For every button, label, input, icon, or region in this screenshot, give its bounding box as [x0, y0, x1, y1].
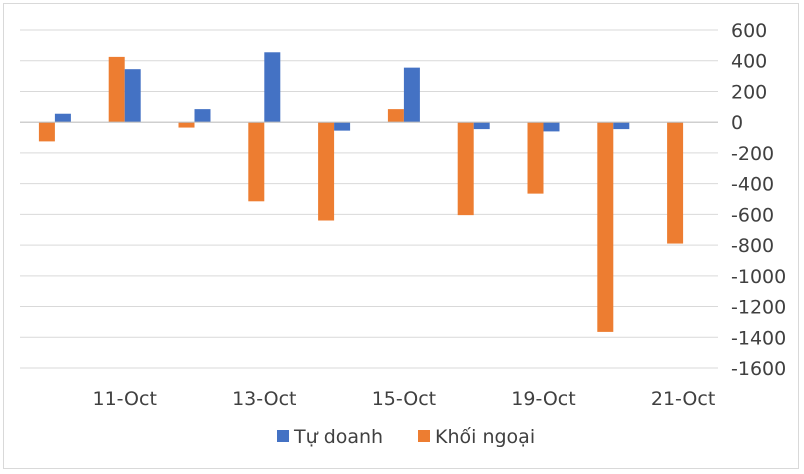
legend-label: Tự doanh	[293, 426, 383, 448]
legend-label: Khối ngoại	[435, 426, 535, 448]
legend-swatch	[418, 430, 430, 442]
y-axis-labels: 600 400 200 0 -200 -400 -600 -800 -1000 -1200 -140…	[731, 20, 786, 380]
y-tick-label: -200	[731, 143, 774, 165]
chart-frame	[3, 3, 799, 469]
y-tick-label: -600	[731, 204, 774, 226]
bar-khoi-ngoai	[597, 122, 614, 332]
bar-khoi-ngoai	[457, 122, 474, 216]
bar-tu-doanh	[334, 122, 351, 131]
bar-khoi-ngoai	[178, 122, 195, 128]
bar-tu-doanh	[613, 122, 630, 130]
bar-khoi-ngoai	[387, 109, 404, 123]
bar-tu-doanh	[403, 67, 420, 123]
y-tick-label: 600	[731, 20, 767, 42]
bar-tu-doanh	[194, 109, 211, 123]
y-tick-label: -1600	[731, 358, 786, 380]
bar-tu-doanh	[124, 69, 141, 123]
bar-tu-doanh	[264, 52, 281, 123]
bar-khoi-ngoai	[527, 122, 544, 194]
y-tick-label: -800	[731, 235, 774, 257]
bar-khoi-ngoai	[318, 122, 335, 221]
bar-khoi-ngoai	[38, 122, 55, 142]
y-tick-label: -1400	[731, 327, 786, 349]
legend-swatch	[277, 430, 289, 442]
y-tick-label: 0	[731, 112, 743, 134]
bar-khoi-ngoai	[248, 122, 265, 202]
bar-tu-doanh	[473, 122, 490, 130]
x-tick-label: 21-Oct	[651, 388, 715, 410]
legend: Tự doanh Khối ngoại	[277, 426, 535, 448]
y-tick-label: 200	[731, 81, 767, 103]
bars	[38, 52, 684, 332]
x-tick-label: 13-Oct	[232, 388, 296, 410]
bar-khoi-ngoai	[667, 122, 684, 244]
y-tick-label: -400	[731, 174, 774, 196]
x-axis-labels: 11-Oct 13-Oct 15-Oct 19-Oct 21-Oct	[92, 388, 715, 410]
bar-tu-doanh	[543, 122, 560, 132]
bar-khoi-ngoai	[108, 56, 125, 123]
x-tick-label: 19-Oct	[511, 388, 575, 410]
x-tick-label: 15-Oct	[372, 388, 436, 410]
bar-tu-doanh	[54, 113, 71, 123]
y-tick-label: -1000	[731, 266, 786, 288]
y-tick-label: -1200	[731, 297, 786, 319]
y-tick-label: 400	[731, 51, 767, 73]
x-tick-label: 11-Oct	[92, 388, 156, 410]
